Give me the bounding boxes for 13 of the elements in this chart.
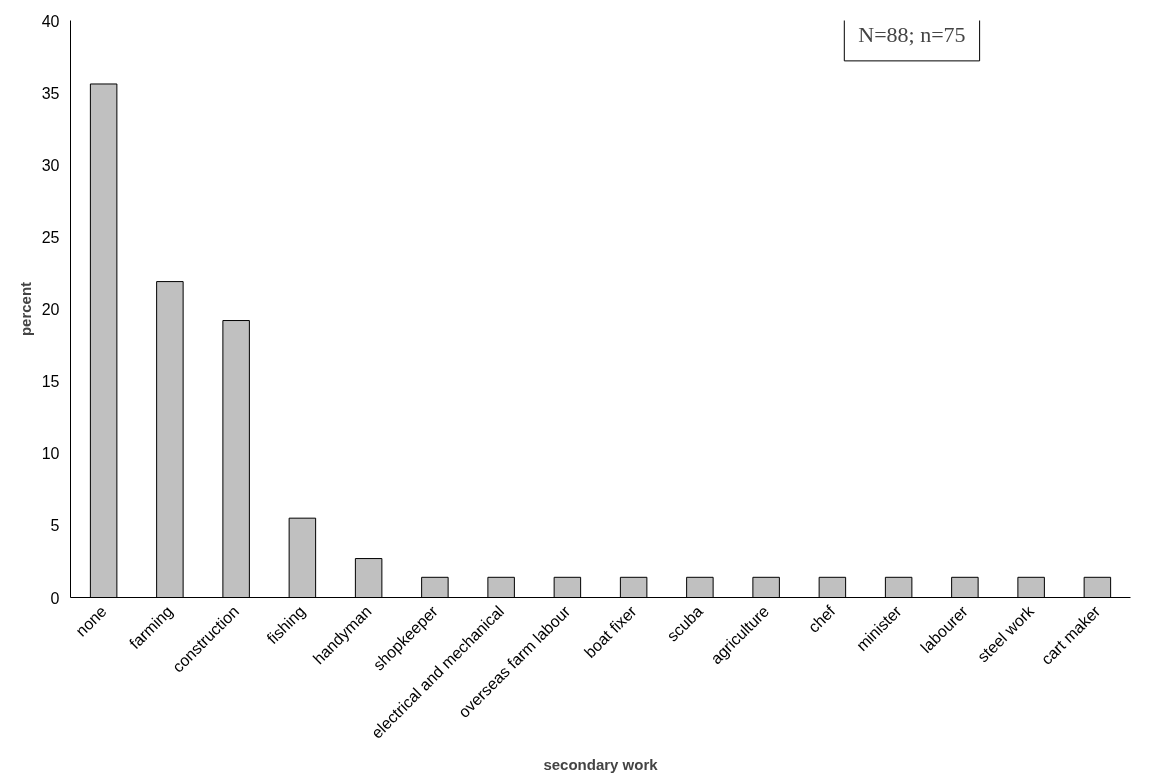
y-tick-label: 30 — [41, 156, 60, 174]
x-tick-label: boat fixer — [581, 602, 641, 662]
y-axis-title: percent — [16, 281, 34, 337]
y-tick-label: 35 — [41, 84, 60, 102]
y-tick-label: 20 — [41, 301, 60, 318]
annotation: N=88; n=75 — [858, 21, 966, 47]
y-tick-label: 25 — [41, 228, 60, 246]
y-tick-label: 40 — [41, 12, 60, 30]
y-tick-label: 10 — [41, 445, 60, 463]
x-axis-title: secondary work — [543, 755, 659, 773]
y-tick-label: 5 — [50, 517, 60, 535]
y-tick-label: 0 — [50, 589, 60, 607]
y-tick-label: 15 — [41, 373, 60, 391]
